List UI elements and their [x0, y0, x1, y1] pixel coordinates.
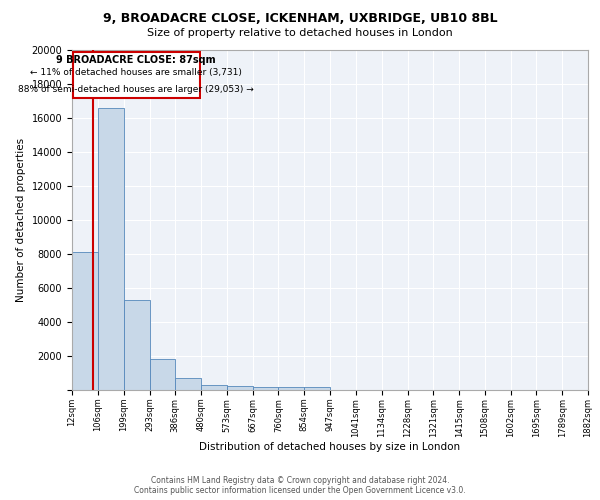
Text: 9 BROADACRE CLOSE: 87sqm: 9 BROADACRE CLOSE: 87sqm	[56, 55, 216, 65]
Bar	[304, 388, 330, 390]
Bar	[278, 387, 304, 390]
Text: ← 11% of detached houses are smaller (3,731): ← 11% of detached houses are smaller (3,…	[30, 68, 242, 77]
Bar	[73, 52, 200, 98]
Bar	[253, 386, 278, 390]
Bar	[149, 358, 175, 390]
Y-axis label: Number of detached properties: Number of detached properties	[16, 138, 26, 302]
Bar	[175, 378, 201, 390]
Bar	[72, 252, 98, 390]
Text: 88% of semi-detached houses are larger (29,053) →: 88% of semi-detached houses are larger (…	[18, 85, 254, 94]
Text: Contains HM Land Registry data © Crown copyright and database right 2024.
Contai: Contains HM Land Registry data © Crown c…	[134, 476, 466, 495]
Bar	[124, 300, 149, 390]
Bar	[227, 386, 253, 390]
Bar	[98, 108, 124, 390]
X-axis label: Distribution of detached houses by size in London: Distribution of detached houses by size …	[199, 442, 461, 452]
Text: 9, BROADACRE CLOSE, ICKENHAM, UXBRIDGE, UB10 8BL: 9, BROADACRE CLOSE, ICKENHAM, UXBRIDGE, …	[103, 12, 497, 26]
Text: Size of property relative to detached houses in London: Size of property relative to detached ho…	[147, 28, 453, 38]
Bar	[201, 385, 227, 390]
